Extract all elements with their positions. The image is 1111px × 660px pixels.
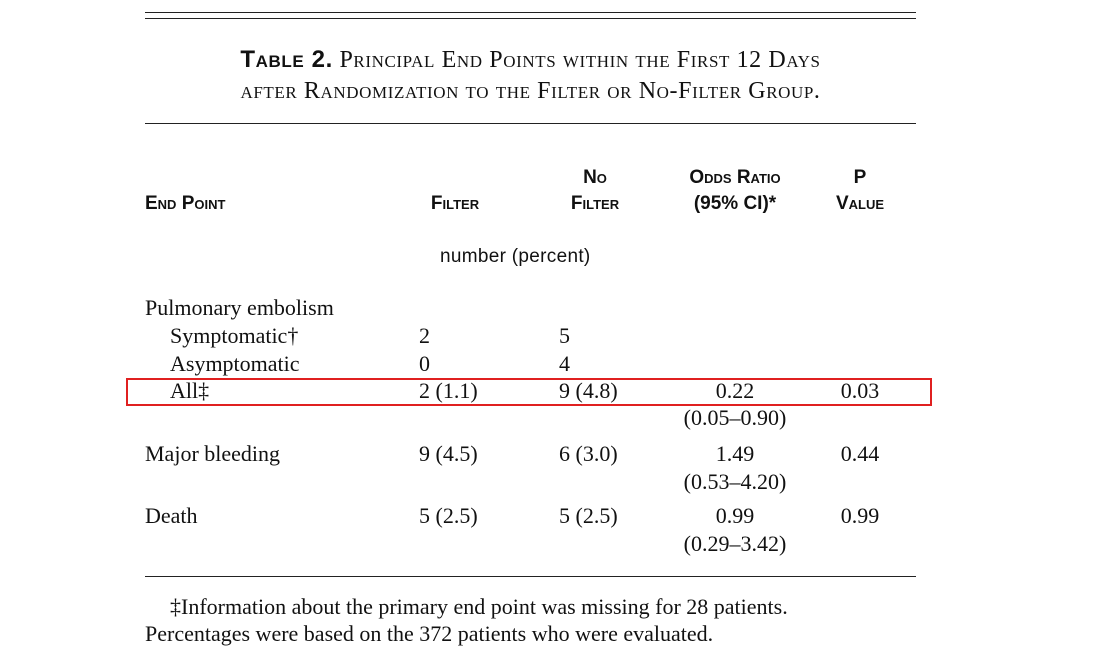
col-header-no-filter: No Filter: [545, 165, 645, 217]
cell-asymptomatic-no-filter: 4: [559, 351, 570, 376]
cell-major-bleeding-ci: (0.53–4.20): [683, 469, 787, 494]
cell-death-ci: (0.29–3.42): [683, 531, 787, 556]
col-header-p-value: P Value: [820, 165, 900, 217]
footnote-line-2: Percentages were based on the 372 patien…: [145, 621, 714, 646]
table-title-line2: after Randomization to the Filter or No-…: [240, 78, 821, 104]
row-label-pulmonary-embolism: Pulmonary embolism: [145, 295, 334, 320]
cell-all-p-value: 0.03: [840, 378, 880, 403]
bottom-rule: [145, 576, 916, 578]
cell-all-filter: 2 (1.1): [419, 378, 478, 403]
title-rule: [145, 123, 916, 125]
cell-asymptomatic-filter: 0: [419, 351, 430, 376]
cell-major-bleeding-p-value: 0.44: [840, 441, 880, 466]
col-header-p-line2: Value: [835, 193, 885, 214]
cell-all-ci: (0.05–0.90): [683, 405, 787, 430]
top-double-rule-1: [145, 12, 916, 14]
footnote-line-1: ‡Information about the primary end point…: [170, 594, 788, 619]
cell-major-bleeding-filter: 9 (4.5): [419, 441, 478, 466]
col-header-no-filter-line2: Filter: [570, 193, 620, 214]
row-label-all: All‡: [170, 378, 210, 403]
row-label-death: Death: [145, 503, 198, 528]
table-title-lead: Table 2.: [240, 46, 333, 73]
cell-major-bleeding-no-filter: 6 (3.0): [559, 441, 618, 466]
cell-all-odds-ratio: 0.22: [715, 378, 755, 403]
cell-symptomatic-filter: 2: [419, 323, 430, 348]
table-title: Table 2. Principal End Points within the…: [145, 44, 916, 107]
col-header-odds-ratio: Odds Ratio (95% CI)*: [665, 165, 805, 217]
col-header-odds-ratio-line2: (95% CI)*: [693, 193, 777, 214]
col-header-no-filter-line1: No: [583, 167, 607, 188]
col-header-p-line1: P: [853, 167, 867, 188]
cell-death-odds-ratio: 0.99: [715, 503, 755, 528]
col-header-end-point: End Point: [145, 193, 226, 214]
top-double-rule-2: [145, 18, 916, 20]
cell-death-p-value: 0.99: [840, 503, 880, 528]
highlight-box-all-row: [126, 378, 932, 406]
table-footnote: ‡Information about the primary end point…: [145, 593, 925, 647]
cell-all-no-filter: 9 (4.8): [559, 378, 618, 403]
cell-death-filter: 5 (2.5): [419, 503, 478, 528]
row-label-asymptomatic: Asymptomatic: [170, 351, 300, 376]
cell-death-no-filter: 5 (2.5): [559, 503, 618, 528]
table-title-text: Principal End Points within the First 12…: [339, 47, 821, 73]
cell-major-bleeding-odds-ratio: 1.49: [715, 441, 755, 466]
cell-symptomatic-no-filter: 5: [559, 323, 570, 348]
units-label: number (percent): [440, 246, 591, 267]
col-header-filter: Filter: [430, 193, 480, 214]
col-header-odds-ratio-line1: Odds Ratio: [689, 167, 781, 188]
row-label-major-bleeding: Major bleeding: [145, 441, 281, 466]
row-label-symptomatic: Symptomatic†: [170, 323, 299, 348]
